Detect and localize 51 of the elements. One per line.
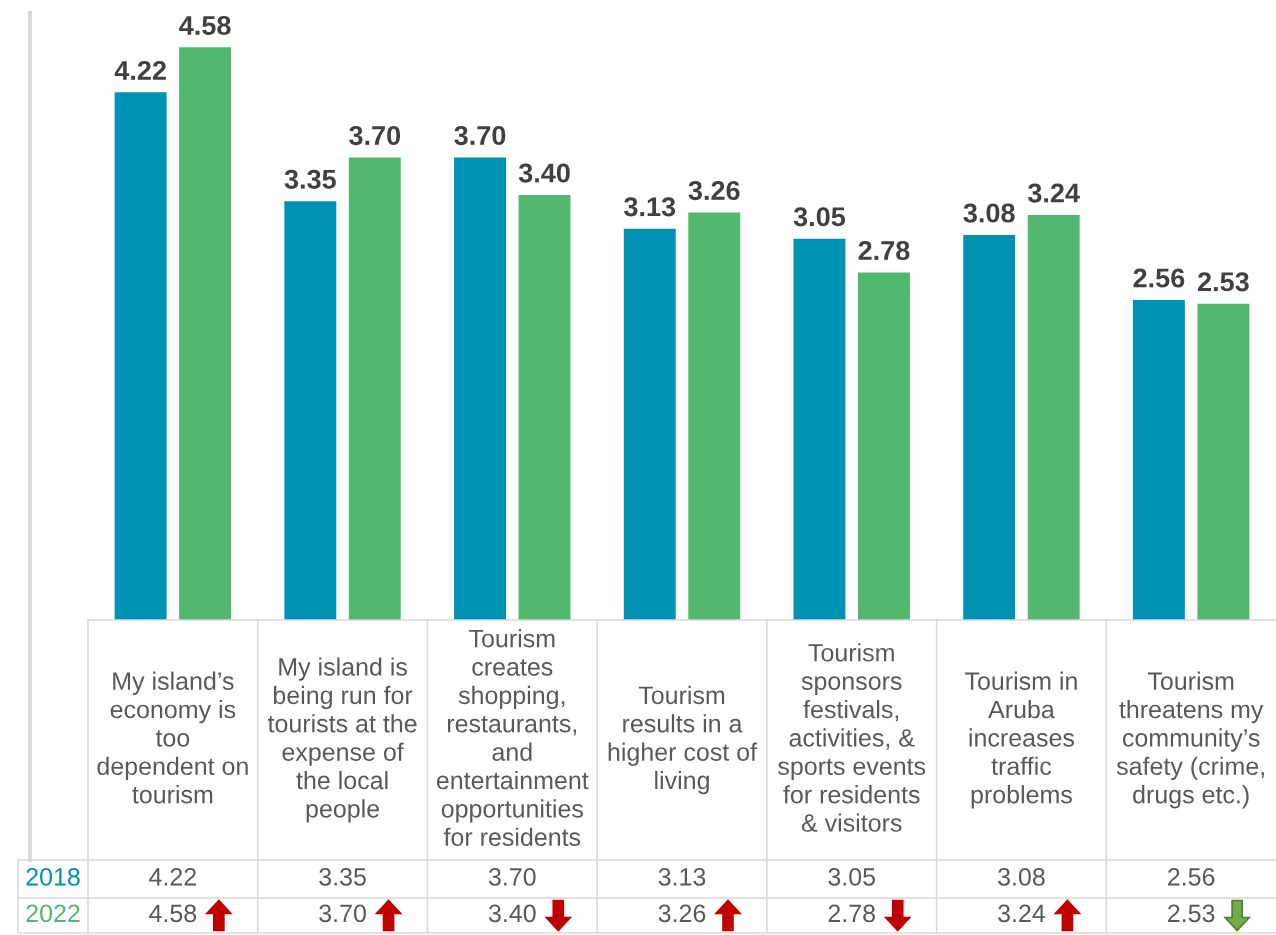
data-label: 2.53 bbox=[1168, 904, 1215, 923]
x-tick-label: Tourism threatens my community’s safety (crime, drugs etc.) bbox=[1116, 671, 1264, 809]
bar bbox=[1197, 303, 1250, 620]
data-label: 3.13 bbox=[658, 868, 706, 886]
data-label: 3.35 bbox=[319, 868, 366, 886]
text: 2.53 bbox=[1197, 272, 1249, 292]
text: 3.70 bbox=[454, 125, 506, 146]
bar bbox=[963, 234, 1016, 620]
bar bbox=[688, 212, 741, 620]
bar bbox=[793, 238, 846, 620]
data-label: 2.78 bbox=[828, 904, 875, 923]
data-label: 2.56 bbox=[1168, 868, 1215, 886]
data-label: 3.08 bbox=[998, 868, 1045, 886]
data-label: 3.26 bbox=[658, 904, 706, 923]
text: 3.24 bbox=[1027, 183, 1080, 203]
data-label: 3.70 bbox=[319, 904, 366, 923]
text: 3.26 bbox=[688, 180, 740, 201]
x-tick-label: Tourism results in a higher cost of living bbox=[608, 685, 758, 795]
bar bbox=[1027, 214, 1080, 620]
bar bbox=[454, 157, 507, 620]
data-label: 4.22 bbox=[149, 868, 196, 886]
bar bbox=[1132, 299, 1185, 620]
text: 3.08 bbox=[963, 203, 1015, 223]
x-tick-label: Tourism creates shopping, restaurants, and entertainment opportunities for residents bbox=[436, 629, 589, 847]
data-label: 3.40 bbox=[488, 904, 536, 923]
bar bbox=[857, 272, 910, 620]
bar bbox=[284, 201, 337, 620]
text: 2.78 bbox=[858, 240, 910, 261]
bar bbox=[179, 47, 232, 620]
data-label: 3.05 bbox=[828, 868, 875, 886]
bar bbox=[518, 194, 571, 620]
x-tick-label: My island is being run for tourists at the expense of the local people bbox=[267, 657, 417, 823]
bar bbox=[348, 157, 401, 620]
text: 3.13 bbox=[624, 197, 676, 217]
text: 3.35 bbox=[284, 169, 336, 189]
text: 3.05 bbox=[793, 207, 846, 227]
text: 3.40 bbox=[518, 163, 570, 183]
text: 3.70 bbox=[349, 125, 401, 146]
text: 2.56 bbox=[1133, 268, 1185, 288]
x-tick-label: Tourism sponsors festivals, activities, & sports events for residents & visitors bbox=[778, 643, 926, 832]
data-label: 3.70 bbox=[488, 868, 536, 886]
text: 2022 bbox=[26, 904, 80, 923]
x-tick-label: Tourism in Aruba increases traffic problems bbox=[965, 671, 1077, 809]
text: 4.58 bbox=[179, 15, 231, 36]
data-label: 3.24 bbox=[998, 904, 1046, 923]
text: 2018 bbox=[26, 868, 80, 886]
bar bbox=[623, 228, 676, 620]
x-tick-label: My island’s economy is too dependent on tourism bbox=[97, 671, 248, 804]
text: 4.22 bbox=[114, 60, 166, 80]
data-label: 4.58 bbox=[149, 904, 197, 923]
bar bbox=[114, 92, 167, 620]
